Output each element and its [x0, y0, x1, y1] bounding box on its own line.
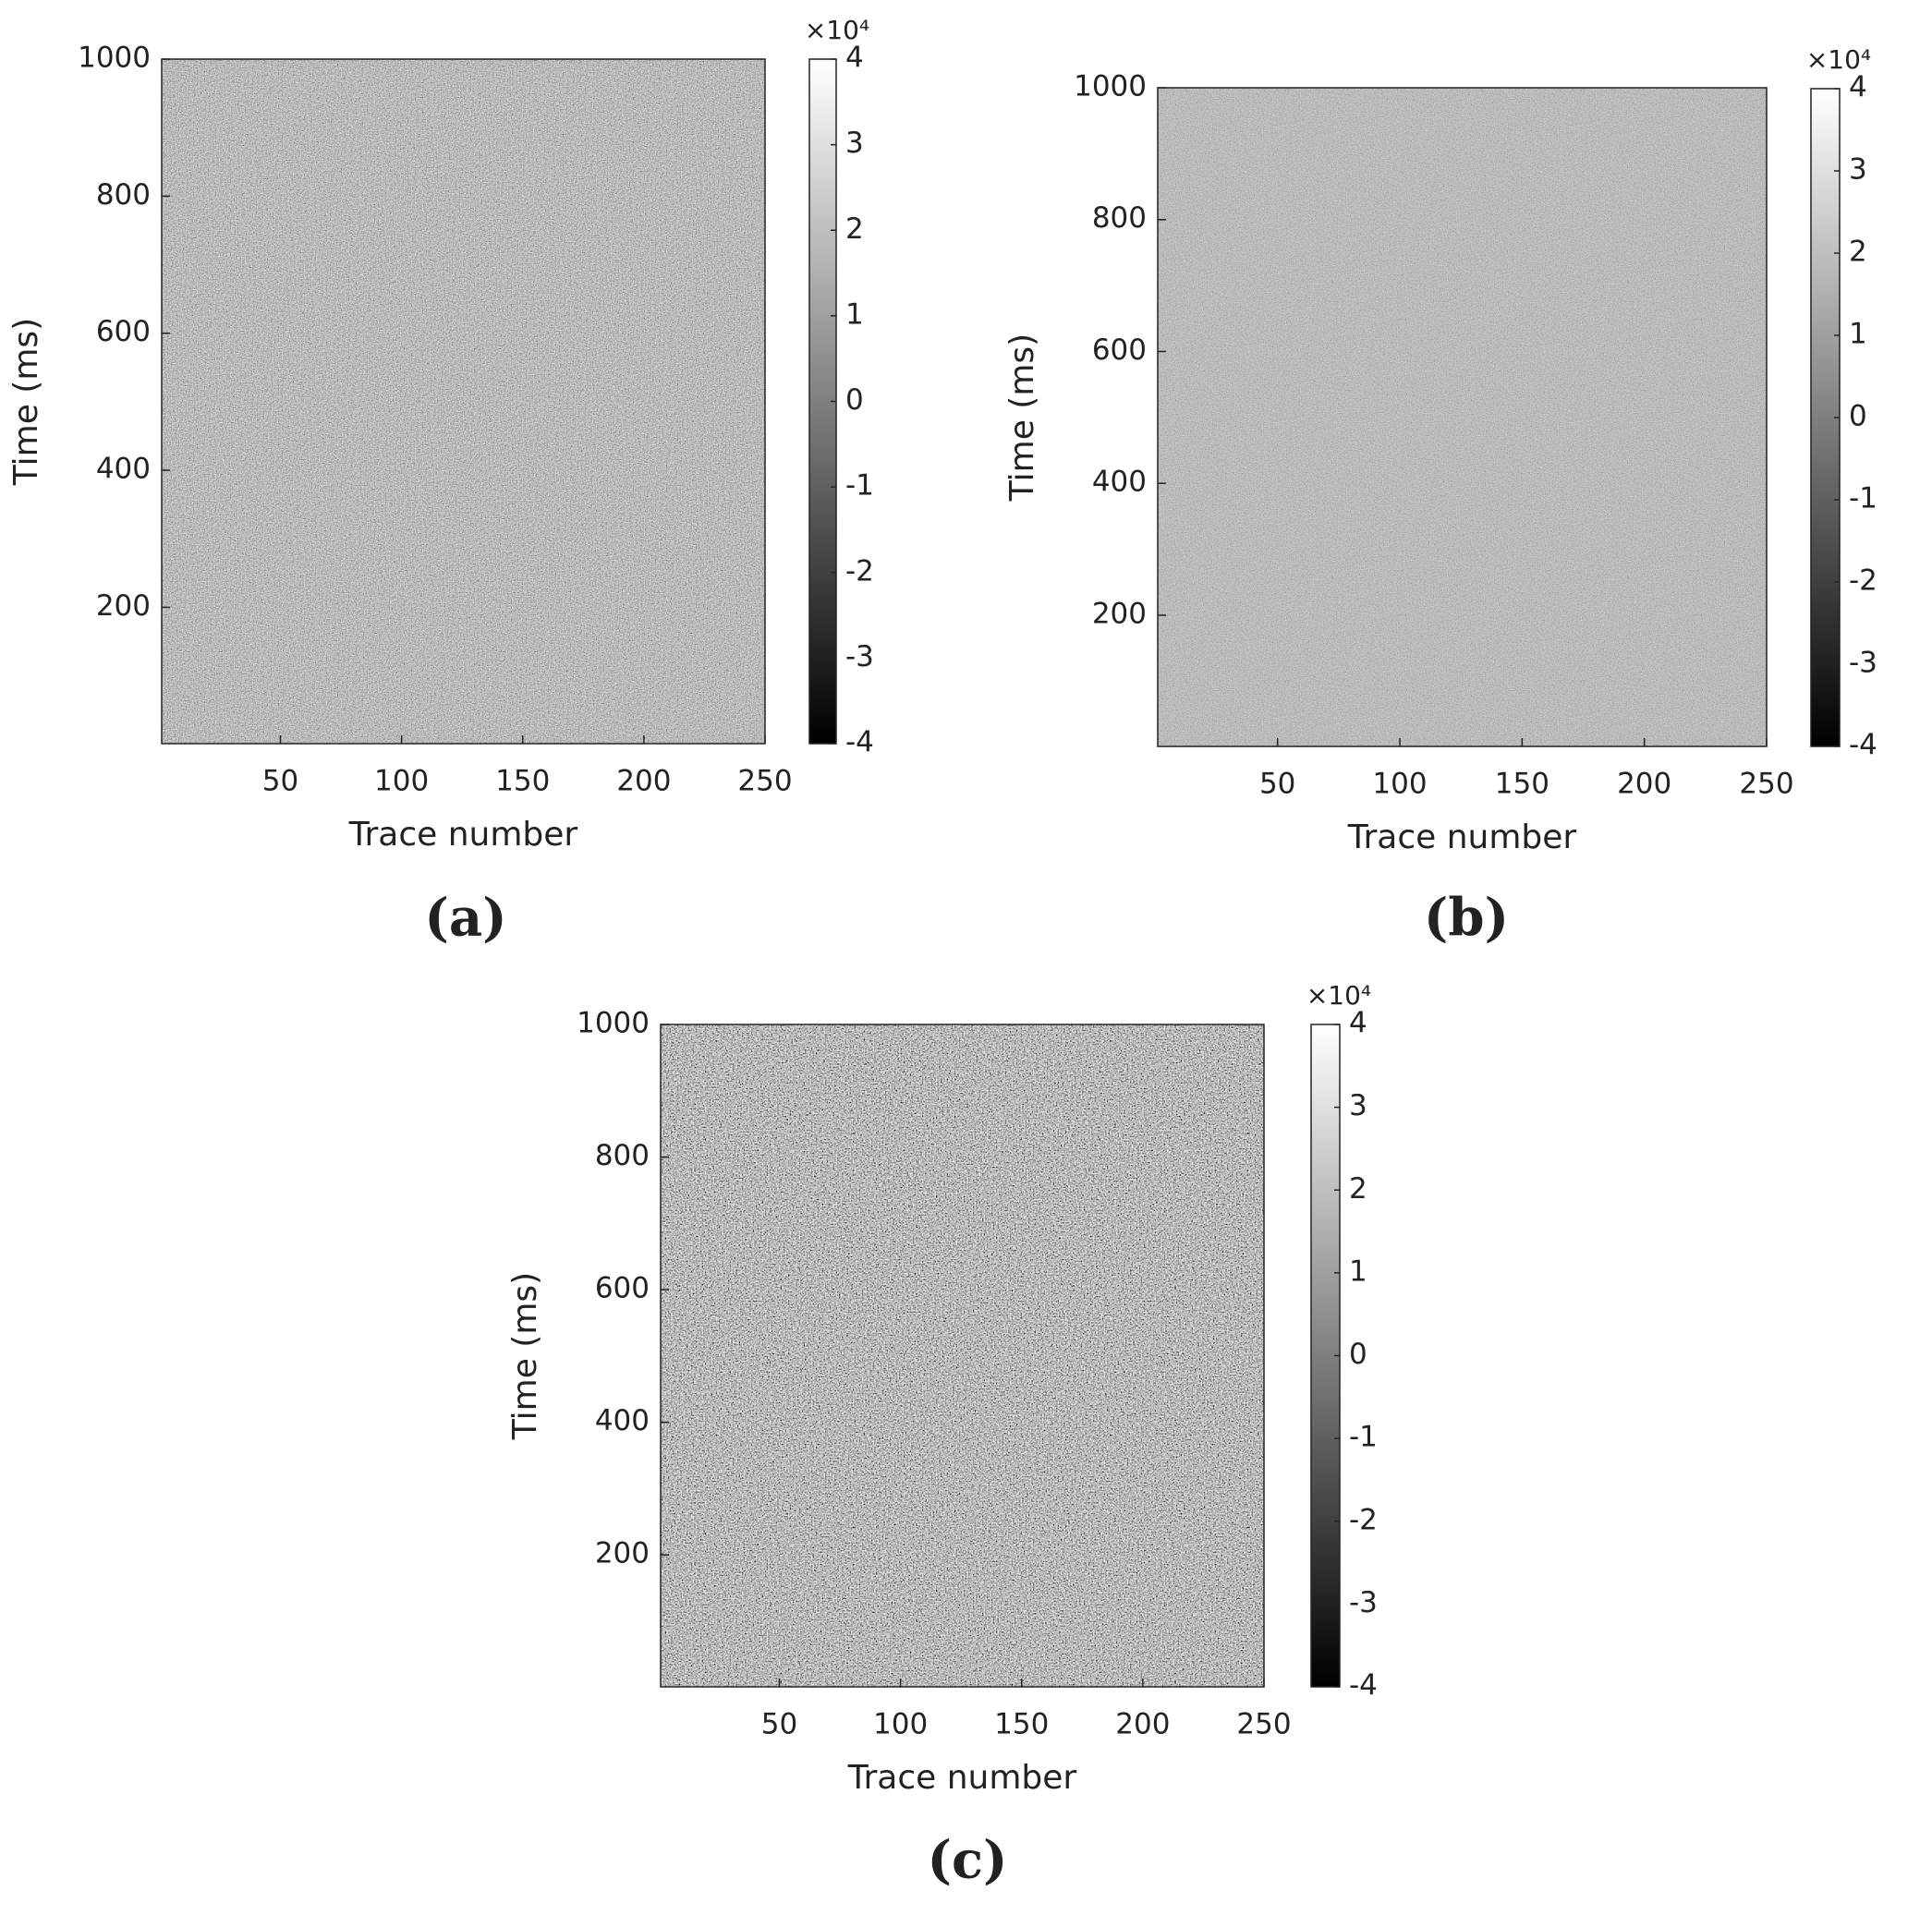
x-axis-label: Trace number — [847, 1759, 1077, 1797]
colorbar-tick-label: -2 — [845, 554, 874, 588]
colorbar-tick-label: 3 — [1349, 1089, 1367, 1122]
colorbar-tick-label: 1 — [845, 297, 864, 331]
colorbar-tick-label: 1 — [1849, 318, 1867, 351]
x-tick-label: 150 — [994, 1708, 1049, 1741]
seismic-image — [1158, 88, 1767, 746]
y-tick-label: 1000 — [78, 42, 151, 75]
y-tick-label: 400 — [595, 1404, 650, 1437]
colorbar-tick-label: 2 — [1849, 236, 1867, 269]
x-tick-label: 250 — [1739, 768, 1793, 801]
x-tick-label: 200 — [1617, 768, 1671, 801]
y-axis-label: Time (ms) — [506, 1272, 544, 1440]
x-tick-label: 150 — [1495, 768, 1549, 801]
y-tick-label: 400 — [1092, 466, 1147, 499]
y-tick-label: 800 — [595, 1139, 650, 1172]
colorbar-tick-label: -1 — [1349, 1421, 1378, 1454]
x-axis-label: Trace number — [348, 816, 578, 854]
x-tick-label: 50 — [262, 765, 298, 798]
colorbar-exponent: ×10⁴ — [1306, 980, 1371, 1011]
plot-frame — [660, 1024, 1265, 1688]
colorbar-exponent: ×10⁴ — [1806, 44, 1871, 75]
colorbar-exponent: ×10⁴ — [805, 15, 869, 45]
colorbar-tick-label: -1 — [845, 469, 874, 503]
x-tick-label: 50 — [1259, 768, 1295, 801]
colorbar-tick-label: -2 — [1849, 564, 1877, 598]
y-tick-label: 1000 — [1074, 70, 1147, 103]
x-tick-label: 100 — [374, 765, 429, 798]
plot-frame — [1157, 87, 1768, 747]
colorbar-tick-label: 4 — [1849, 71, 1867, 104]
colorbar-tick-label: 4 — [1349, 1007, 1367, 1040]
x-tick-label: 50 — [761, 1708, 797, 1741]
x-tick-label: 250 — [1236, 1708, 1291, 1741]
x-axis-label: Trace number — [1347, 818, 1577, 856]
colorbar-tick-label: 0 — [845, 383, 864, 417]
colorbar-tick-label: -4 — [845, 726, 874, 759]
y-tick-label: 800 — [1092, 201, 1147, 235]
x-tick-label: 100 — [873, 1708, 928, 1741]
colorbar-tick-label: 3 — [845, 127, 864, 160]
y-tick-label: 1000 — [577, 1007, 650, 1040]
y-tick-label: 200 — [595, 1537, 650, 1570]
x-tick-label: 150 — [495, 765, 550, 798]
colorbar-tick-label: 0 — [1849, 400, 1867, 433]
colorbar-tick-label: 2 — [1349, 1172, 1367, 1206]
colorbar-tick-label: -3 — [1849, 647, 1877, 680]
y-axis-label: Time (ms) — [7, 318, 45, 486]
seismic-image — [162, 59, 765, 744]
y-tick-label: 800 — [96, 178, 151, 212]
y-tick-label: 200 — [96, 589, 151, 623]
y-tick-label: 600 — [1092, 333, 1147, 367]
colorbar-tick-label: 1 — [1349, 1254, 1367, 1288]
panel-label: (a) — [424, 888, 506, 949]
colorbar-tick-label: 0 — [1349, 1338, 1367, 1371]
colorbar-tick-label: -3 — [1349, 1586, 1378, 1619]
colorbar-tick-label: 2 — [845, 212, 864, 246]
colorbar-tick-label: -1 — [1849, 482, 1877, 515]
x-tick-label: 250 — [737, 765, 792, 798]
y-axis-label: Time (ms) — [1003, 333, 1041, 502]
panel-label: (c) — [927, 1830, 1007, 1891]
x-tick-label: 100 — [1372, 768, 1427, 801]
y-tick-label: 600 — [96, 315, 151, 348]
panel-label: (b) — [1424, 888, 1509, 949]
seismic-image — [661, 1024, 1264, 1687]
colorbar-tick-label: -3 — [845, 640, 874, 673]
plot-frame — [161, 58, 766, 745]
y-tick-label: 400 — [96, 453, 151, 486]
colorbar-tick-label: 3 — [1849, 153, 1867, 187]
x-tick-label: 200 — [1115, 1708, 1170, 1741]
colorbar-tick-label: -2 — [1349, 1503, 1378, 1536]
x-tick-label: 200 — [616, 765, 671, 798]
y-tick-label: 600 — [595, 1272, 650, 1305]
colorbar-tick-label: 4 — [845, 42, 864, 75]
colorbar-tick-label: -4 — [1349, 1669, 1378, 1703]
y-tick-label: 200 — [1092, 597, 1147, 630]
colorbar-tick-label: -4 — [1849, 729, 1877, 762]
